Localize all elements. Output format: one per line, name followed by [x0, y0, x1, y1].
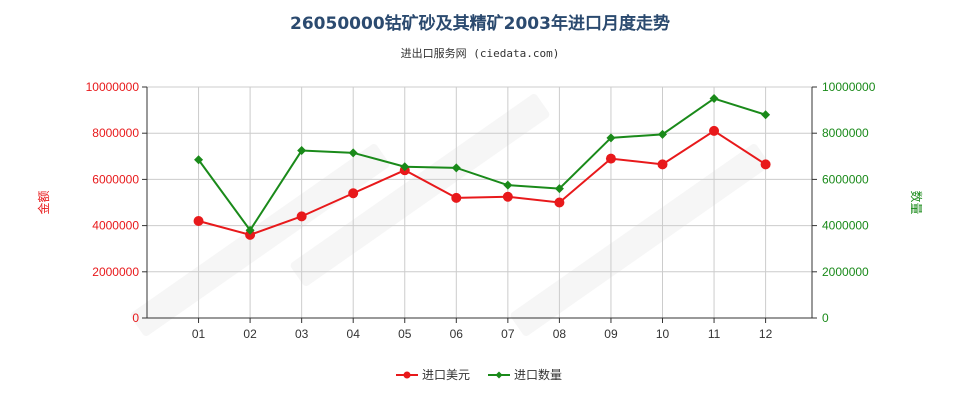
x-tick-label: 11 — [708, 327, 721, 341]
data-point — [451, 163, 461, 173]
left-tick-label: 4000000 — [92, 219, 139, 233]
data-point — [502, 191, 513, 202]
data-point — [657, 159, 668, 170]
axes — [146, 87, 813, 319]
chart-subtitle: 进出口服务网 (ciedata.com) — [401, 46, 560, 60]
data-point — [451, 192, 462, 203]
series-line — [198, 129, 767, 236]
data-point — [658, 129, 668, 139]
x-tick-label: 10 — [656, 327, 670, 341]
series-line — [197, 97, 766, 232]
data-point — [245, 225, 255, 235]
watermark-layer — [130, 94, 770, 336]
data-point — [245, 229, 256, 240]
data-point — [606, 133, 616, 143]
legend-swatch-marker — [403, 371, 411, 379]
watermark-band — [510, 144, 770, 336]
data-point — [709, 125, 720, 136]
data-point — [605, 153, 616, 164]
legend-item[interactable]: 进口美元 — [396, 368, 470, 382]
data-point — [400, 162, 410, 172]
data-point — [348, 148, 358, 158]
data-point — [761, 110, 771, 120]
data-point — [554, 197, 565, 208]
legend-label: 进口美元 — [422, 368, 470, 382]
x-tick-label: 02 — [243, 327, 257, 341]
series-usd — [193, 125, 771, 240]
x-tick-label: 06 — [450, 327, 464, 341]
series-layer — [193, 94, 771, 240]
data-point — [297, 146, 307, 156]
left-tick-label: 2000000 — [92, 265, 139, 279]
chart-title: 26050000钴矿砂及其精矿2003年进口月度走势 — [290, 13, 670, 34]
x-tick-label: 12 — [759, 327, 773, 341]
watermark-2 — [290, 94, 550, 286]
right-tick-label: 2000000 — [822, 265, 869, 279]
left-axis-title: 金额 — [36, 190, 51, 214]
data-point — [760, 159, 771, 170]
right-axis-title: 数量 — [909, 190, 924, 214]
x-tick-label: 08 — [553, 327, 567, 341]
series-quantity — [194, 94, 771, 235]
watermark-0 — [130, 144, 390, 336]
left-tick-label: 10000000 — [86, 80, 140, 94]
watermark-1 — [510, 144, 770, 336]
x-tick-label: 03 — [295, 327, 309, 341]
right-tick-label: 8000000 — [822, 126, 869, 140]
legend-swatch-marker — [495, 371, 503, 379]
x-tick-label: 09 — [604, 327, 618, 341]
data-point — [554, 184, 564, 194]
right-axis-ticks: 0 2000000 4000000 6000000 8000000 10000000 — [812, 80, 876, 325]
left-axis-ticks: 0 2000000 4000000 6000000 8000000 10000000 — [86, 80, 147, 325]
legend-item[interactable]: 进口数量 — [488, 367, 562, 382]
left-tick-label: 6000000 — [92, 172, 139, 186]
data-point — [503, 180, 513, 190]
legend[interactable]: 进口美元 进口数量 — [396, 367, 562, 382]
watermark-band — [130, 144, 390, 336]
right-tick-label: 0 — [822, 311, 829, 325]
right-tick-label: 6000000 — [822, 172, 869, 186]
x-tick-label: 04 — [347, 327, 361, 341]
data-point — [296, 211, 307, 222]
x-tick-label: 07 — [501, 327, 515, 341]
x-tick-label: 01 — [192, 327, 206, 341]
legend-label: 进口数量 — [514, 367, 562, 382]
data-point — [709, 94, 719, 104]
data-point — [194, 155, 204, 165]
x-axis-ticks: 01 02 03 04 05 06 07 08 09 10 11 12 — [192, 318, 773, 341]
data-point — [193, 215, 204, 226]
left-tick-label: 0 — [132, 311, 139, 325]
data-point — [348, 188, 359, 199]
watermark-band — [290, 94, 550, 286]
left-tick-label: 8000000 — [92, 126, 139, 140]
right-tick-label: 10000000 — [822, 80, 876, 94]
x-tick-label: 05 — [398, 327, 412, 341]
right-tick-label: 4000000 — [822, 219, 869, 233]
